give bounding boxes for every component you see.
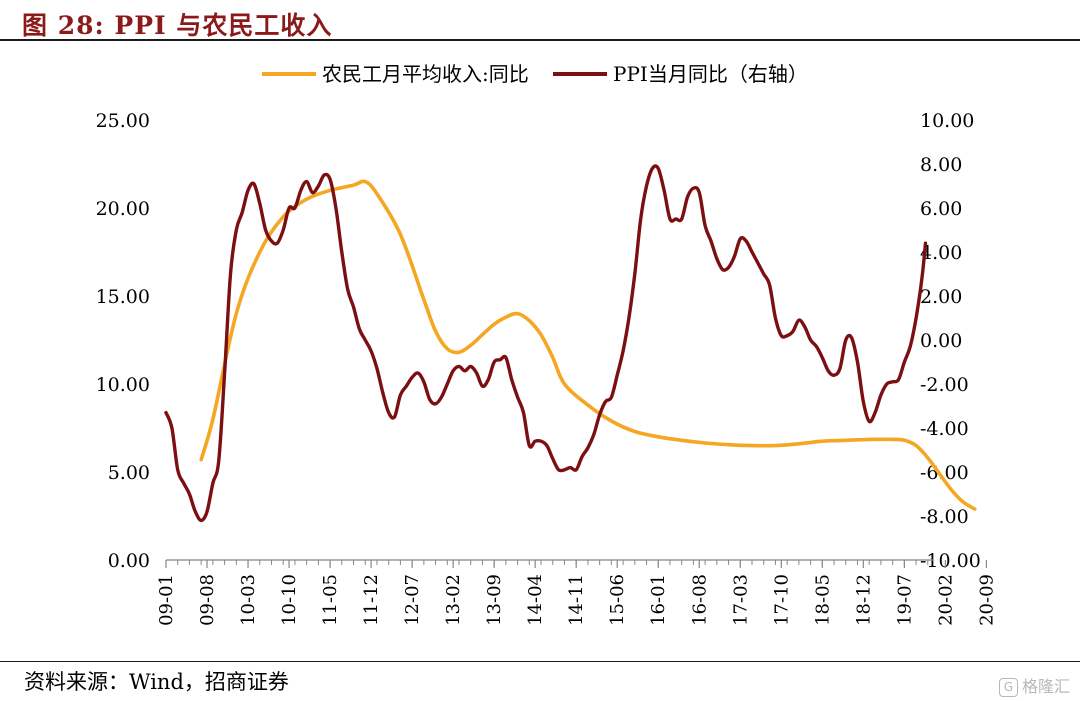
right-tick-label: 10.00 — [920, 110, 974, 132]
x-tick-label: 10-03 — [238, 574, 259, 626]
watermark: G 格隆汇 — [998, 673, 1070, 697]
x-tick-label: 14-04 — [525, 574, 546, 626]
figure-title: 图 28: PPI 与农民工收入 — [22, 11, 333, 40]
left-axis-ticks: 0.00 5.00 10.00 15.00 20.00 25.00 — [96, 110, 150, 572]
left-tick-label: 0.00 — [108, 550, 150, 572]
watermark-text: 格隆汇 — [1021, 677, 1070, 696]
watermark-logo-icon: G — [998, 678, 1018, 697]
right-tick-label: -2.00 — [920, 374, 969, 396]
right-tick-label: 4.00 — [920, 242, 962, 264]
right-tick-label: -6.00 — [920, 462, 969, 484]
right-tick-label: -4.00 — [920, 418, 969, 440]
x-tick-label: 15-06 — [607, 574, 628, 626]
left-tick-label: 25.00 — [96, 110, 150, 132]
legend-label-income: 农民工月平均收入:同比 — [322, 62, 529, 86]
x-tick-label: 18-05 — [812, 574, 833, 626]
right-tick-label: 6.00 — [920, 198, 962, 220]
chart-area: 农民工月平均收入:同比 PPI当月同比（右轴） 0.00 5.00 10.00 15.… — [96, 62, 998, 626]
footer-rule — [0, 661, 1080, 662]
x-tick-label: 16-01 — [648, 574, 669, 626]
series-line-income — [199, 179, 977, 511]
x-tick-label: 14-11 — [566, 574, 587, 626]
left-tick-label: 15.00 — [96, 286, 150, 308]
x-tick-label: 18-12 — [853, 574, 874, 626]
x-tick-label: 13-02 — [443, 574, 464, 626]
left-tick-label: 10.00 — [96, 374, 150, 396]
x-tick-label: 09-08 — [197, 574, 218, 626]
x-tick-label: 10-10 — [279, 574, 300, 626]
title-rule — [0, 39, 1080, 41]
x-tick-label: 11-12 — [361, 574, 382, 626]
right-tick-label: 8.00 — [920, 154, 962, 176]
x-tick-label: 20-09 — [976, 574, 997, 626]
x-tick-label: 17-10 — [771, 574, 792, 626]
x-tick-label: 17-03 — [730, 574, 751, 626]
series-line-ppi — [164, 164, 928, 523]
x-tick-label: 09-01 — [156, 574, 177, 626]
right-tick-label: -10.00 — [920, 550, 981, 572]
right-axis-ticks: -10.00 -8.00 -6.00 -4.00 -2.00 0.00 2.00 4.00 6.… — [920, 110, 981, 572]
source-note: 资料来源：Wind，招商证券 — [24, 670, 289, 694]
x-tick-label: 19-07 — [894, 574, 915, 626]
x-tick-label: 11-05 — [320, 574, 341, 626]
legend-label-ppi: PPI当月同比（右轴） — [613, 62, 808, 86]
x-tick-label: 12-07 — [402, 574, 423, 626]
x-tick-label: 20-02 — [935, 574, 956, 626]
right-tick-label: 2.00 — [920, 286, 962, 308]
right-tick-label: -8.00 — [920, 506, 969, 528]
left-tick-label: 20.00 — [96, 198, 150, 220]
series-layer — [164, 164, 977, 523]
x-tick-label: 13-09 — [484, 574, 505, 626]
right-tick-label: 0.00 — [920, 330, 962, 352]
x-tick-label: 16-08 — [689, 574, 710, 626]
legend: 农民工月平均收入:同比 PPI当月同比（右轴） — [262, 62, 808, 86]
x-axis: 09-01 09-08 10-03 10-10 11-05 11-12 12-07 13-02… — [156, 559, 997, 626]
left-tick-label: 5.00 — [108, 462, 150, 484]
